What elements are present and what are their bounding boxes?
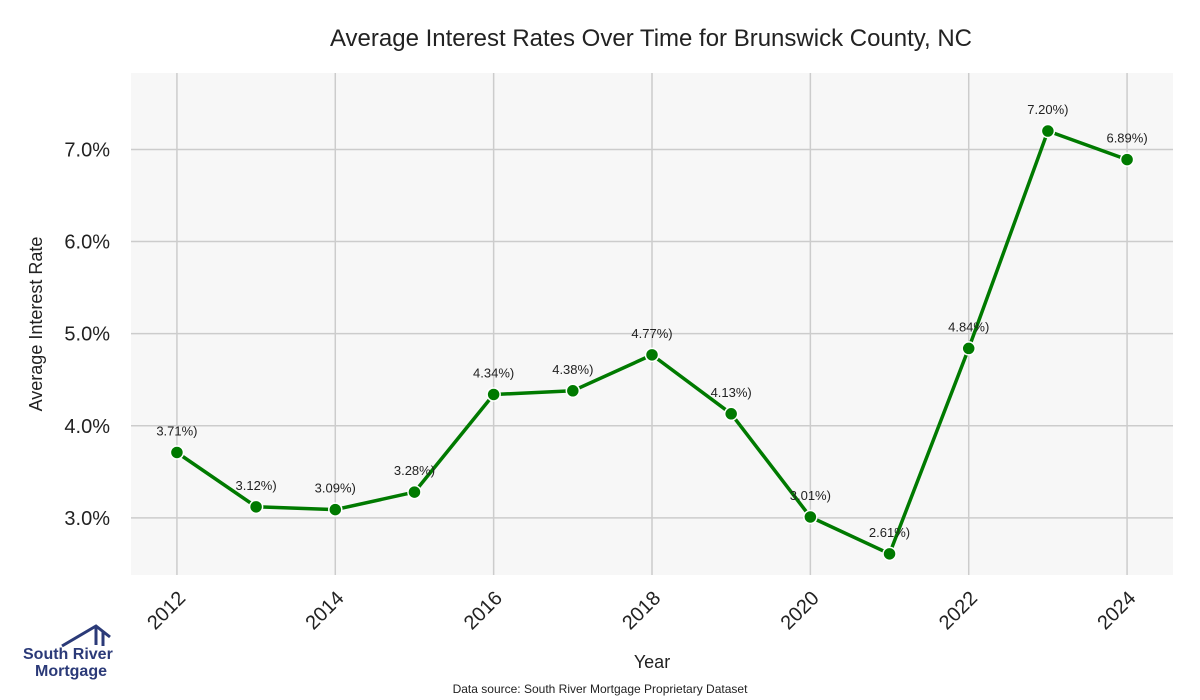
x-tick-labels: 2012 2014 2016 2018 2020 2022 2024	[143, 587, 1140, 634]
grid-lines	[131, 73, 1173, 575]
company-logo: South River Mortgage	[23, 624, 113, 680]
x-tick-label: 2018	[618, 587, 665, 634]
data-label: 6.89%)	[1106, 131, 1147, 146]
y-tick-label: 3.0%	[64, 508, 110, 530]
x-tick-label: 2014	[302, 587, 349, 634]
y-tick-label: 5.0%	[64, 324, 110, 346]
y-tick-label: 7.0%	[64, 139, 110, 161]
data-point	[1040, 123, 1056, 139]
y-tick-labels: 3.0% 4.0% 5.0% 6.0% 7.0%	[64, 139, 110, 529]
data-point	[882, 546, 897, 562]
data-point	[407, 484, 422, 500]
logo-line-1: South River	[23, 646, 113, 663]
data-label: 2.61%)	[869, 525, 910, 540]
data-label: 3.09%)	[315, 481, 356, 496]
data-labels: 3.71%) 3.12%) 3.09%) 3.28%) 4.34%) 4.38%) 4.77…	[156, 102, 1147, 540]
data-point	[644, 347, 660, 363]
data-label: 3.01%)	[790, 488, 831, 503]
y-axis-label: Average Interest Rate	[26, 237, 46, 412]
data-label: 3.28%)	[394, 463, 435, 478]
data-point	[723, 406, 739, 422]
x-axis-label: Year	[634, 652, 670, 672]
data-point	[565, 383, 581, 399]
data-point	[248, 499, 264, 515]
x-tick-label: 2016	[460, 587, 507, 634]
x-tick-label: 2022	[935, 587, 982, 634]
logo-line-2: Mortgage	[35, 663, 107, 680]
y-tick-label: 4.0%	[64, 416, 110, 438]
data-points	[169, 123, 1135, 562]
x-tick-label: 2024	[1093, 587, 1140, 634]
data-label: 4.13%)	[711, 385, 752, 400]
data-label: 4.77%)	[631, 326, 672, 341]
data-source-note: Data source: South River Mortgage Propri…	[453, 682, 748, 696]
data-point	[803, 509, 818, 525]
data-label: 4.84%)	[948, 319, 989, 334]
data-label: 4.38%)	[552, 362, 593, 377]
y-tick-label: 6.0%	[64, 232, 110, 254]
data-label: 3.12%)	[236, 478, 277, 493]
data-label: 7.20%)	[1027, 102, 1068, 117]
data-point	[486, 387, 501, 402]
data-point	[961, 341, 976, 356]
x-tick-label: 2012	[143, 587, 190, 634]
chart-title: Average Interest Rates Over Time for Bru…	[330, 25, 972, 52]
x-tick-label: 2020	[777, 587, 824, 634]
data-point	[1119, 152, 1135, 167]
data-point	[328, 502, 343, 517]
data-point	[169, 445, 185, 460]
house-roof-icon	[61, 624, 111, 648]
data-label: 3.71%)	[156, 423, 197, 438]
data-label: 4.34%)	[473, 365, 514, 380]
